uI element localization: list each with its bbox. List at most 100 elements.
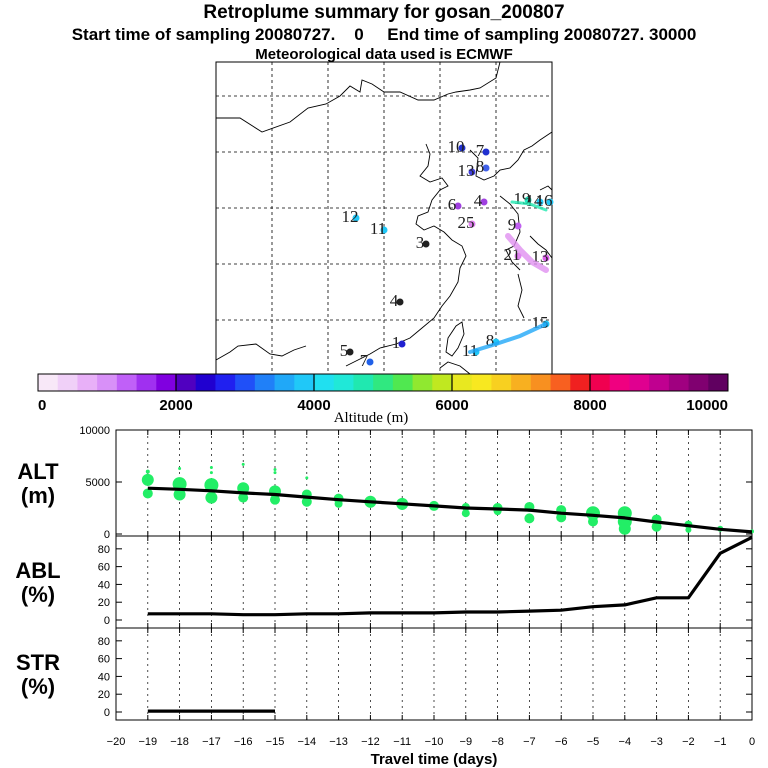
colorbar-swatch	[491, 374, 512, 391]
y-tick-label: 0	[104, 529, 110, 541]
scatter-point	[173, 488, 186, 501]
y-tick-label: 0	[104, 615, 110, 627]
scatter-point	[241, 462, 245, 466]
y-axis-label: ALT	[17, 459, 59, 484]
scatter-point	[204, 478, 219, 493]
colorbar-swatch	[668, 374, 690, 391]
scatter-point	[273, 471, 277, 475]
scatter-point	[461, 509, 470, 518]
x-tick-label: −6	[555, 736, 568, 748]
map-marker-dot	[468, 168, 476, 176]
scatter-point	[238, 492, 249, 503]
colorbar-swatch	[77, 374, 98, 391]
series-line	[147, 535, 753, 617]
scatter-point	[142, 488, 153, 499]
colorbar-swatch	[235, 374, 256, 391]
x-tick-label: −1	[714, 736, 727, 748]
colorbar-swatch	[590, 374, 611, 391]
scatter-point	[305, 476, 309, 480]
title-line-3: Meteorological data used is ECMWF	[255, 46, 513, 63]
map-marker-label: 8	[486, 331, 495, 350]
colorbar-swatch	[708, 374, 729, 391]
y-tick-label: 10000	[79, 425, 110, 437]
map-marker-label: 9	[508, 215, 517, 234]
scatter-point	[141, 473, 154, 486]
scatter-point	[273, 468, 277, 472]
map-marker-label: 16	[536, 191, 553, 210]
x-tick-label: −2	[682, 736, 695, 748]
map-marker-dot	[468, 220, 476, 228]
scatter-point	[301, 496, 312, 507]
scatter-point	[209, 465, 213, 469]
map-plume-streak	[505, 233, 549, 273]
x-tick-label: 0	[749, 736, 755, 748]
x-tick-label: −8	[491, 736, 504, 748]
map-marker-label: 13	[458, 161, 475, 180]
x-tick-label: −19	[138, 736, 157, 748]
colorbar-swatch	[294, 374, 315, 391]
title-line-2: Start time of sampling 20080727. 0 End t…	[71, 25, 697, 44]
y-axis-label: STR	[16, 650, 60, 675]
altitude-colorbar: 0 2000 4000 6000 8000 10000	[37, 373, 729, 414]
y-tick-label: 80	[98, 636, 110, 648]
title-line-1: Retroplume summary for gosan_200807	[203, 2, 565, 23]
map-marker-dot	[352, 214, 360, 222]
colorbar-tick-label: 8000	[573, 397, 606, 414]
colorbar-swatch	[176, 374, 197, 391]
map-marker-dot	[396, 298, 404, 306]
colorbar-swatch	[629, 374, 650, 391]
scatter-point	[685, 526, 692, 533]
x-tick-label: −10	[425, 736, 444, 748]
colorbar-swatch	[570, 374, 591, 391]
map-marker-label: 6	[448, 195, 457, 214]
colorbar-tick-label: 6000	[435, 397, 468, 414]
panel-alt: 0 5000 10000 ALT(m)	[17, 425, 754, 541]
map-marker-label: 8	[476, 157, 485, 176]
x-tick-label: −13	[329, 736, 348, 748]
y-axis-unit: (%)	[21, 582, 55, 607]
map-marker-label: 7	[476, 141, 485, 160]
x-tick-label: −3	[650, 736, 663, 748]
y-tick-label: 40	[98, 671, 110, 683]
colorbar-swatch	[412, 374, 433, 391]
colorbar-tick-label: 10000	[686, 397, 728, 414]
x-tick-label: −20	[107, 736, 126, 748]
colorbar-swatch	[649, 374, 670, 391]
colorbar-tick-label: 4000	[297, 397, 330, 414]
x-tick-label: −16	[234, 736, 253, 748]
map-marker-dot	[546, 198, 554, 206]
map-marker-label: 3	[416, 233, 425, 252]
map-marker-dot	[366, 358, 374, 366]
colorbar-swatch	[195, 374, 216, 391]
y-tick-label: 40	[98, 579, 110, 591]
series-line	[147, 486, 753, 534]
y-axis-label: ABL	[15, 558, 60, 583]
colorbar-swatch	[511, 374, 532, 391]
map-marker-dot	[458, 144, 466, 152]
x-tick-label: −12	[361, 736, 380, 748]
map-marker-label: 4	[390, 291, 399, 310]
map-gridlines	[216, 62, 552, 374]
map-marker-label: 5	[340, 341, 349, 360]
y-tick-label: 20	[98, 597, 110, 609]
scatter-point	[651, 521, 662, 532]
colorbar-swatch	[314, 374, 335, 391]
map-marker-label: 4	[474, 191, 483, 210]
colorbar-swatch	[550, 374, 571, 391]
scatter-point	[205, 491, 218, 504]
y-tick-label: 20	[98, 689, 110, 701]
colorbar-swatch	[215, 374, 236, 391]
y-axis-unit: (%)	[21, 674, 55, 699]
colorbar-swatch	[609, 374, 630, 391]
y-axis-unit: (m)	[21, 483, 55, 508]
panel-abl: 0 20 40 60 80 ABL(%)	[15, 535, 753, 629]
colorbar-tick-label: 2000	[159, 397, 192, 414]
map-marker-dot	[480, 198, 488, 206]
y-tick-label: 5000	[86, 477, 110, 489]
colorbar-swatch	[274, 374, 295, 391]
x-tick-label: −11	[393, 736, 411, 748]
colorbar-swatch	[392, 374, 414, 391]
